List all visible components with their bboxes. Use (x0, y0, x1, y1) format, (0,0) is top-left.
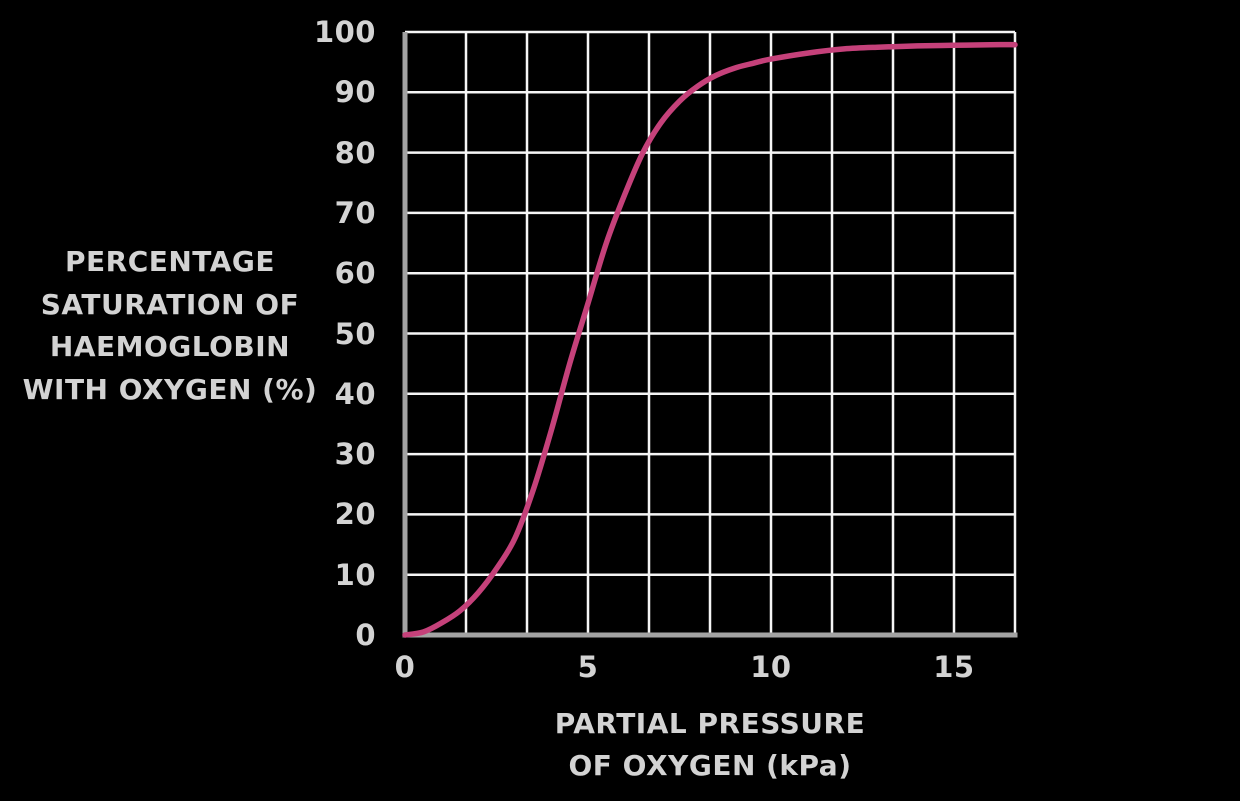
y-tick-label: 90 (334, 75, 376, 110)
x-axis-title-line: PARTIAL PRESSURE (554, 707, 866, 740)
y-tick-label: 10 (334, 557, 376, 592)
y-tick-label: 50 (334, 316, 376, 351)
y-tick-label: 30 (334, 437, 376, 472)
x-tick-label: 5 (577, 650, 599, 684)
dissociation-curve (402, 41, 1018, 638)
y-axis-title-line: SATURATION OF (40, 287, 300, 321)
y-axis-tick-labels: 0 10 20 30 40 50 60 70 80 90 100 (300, 0, 390, 801)
x-axis-tick-labels: 0 5 10 15 (0, 650, 1240, 690)
y-tick-label: 80 (334, 135, 376, 170)
y-tick-label: 20 (334, 497, 376, 532)
plot-area (402, 30, 1018, 638)
y-axis-title-line: WITH OXYGEN (%) (22, 372, 318, 406)
x-axis-title-line: OF OXYGEN (kPa) (568, 749, 852, 782)
x-tick-label: 0 (394, 650, 416, 684)
x-tick-label: 10 (750, 650, 792, 684)
y-axis-title-line: PERCENTAGE (64, 245, 276, 278)
x-tick-label: 15 (933, 650, 975, 684)
x-axis-title: PARTIAL PRESSURE OF OXYGEN (kPa) (505, 703, 915, 787)
y-tick-label: 60 (334, 256, 376, 291)
y-tick-label: 100 (313, 15, 376, 49)
y-tick-label: 40 (334, 376, 376, 411)
y-axis-title: PERCENTAGE SATURATION OF HAEMOGLOBIN WIT… (0, 241, 340, 411)
y-axis-title-line: HAEMOGLOBIN (49, 330, 291, 364)
y-tick-label: 70 (334, 195, 376, 230)
y-tick-label: 0 (355, 618, 376, 652)
